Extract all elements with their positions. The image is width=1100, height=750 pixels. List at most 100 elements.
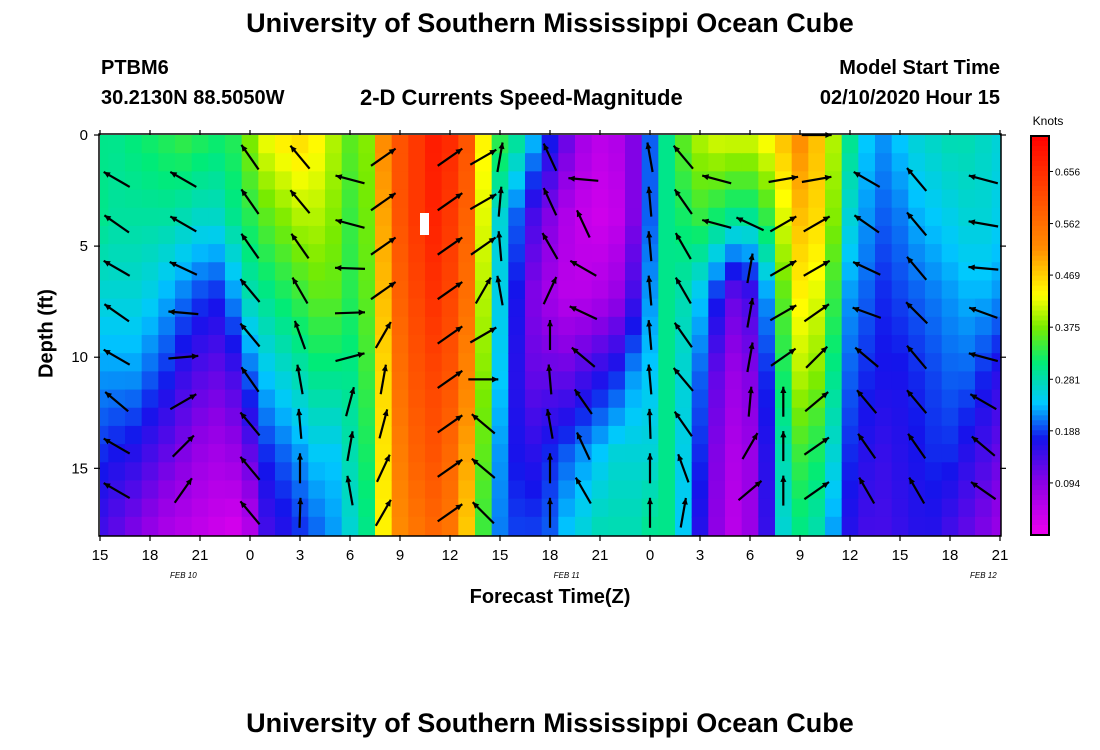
heatmap-cell [358,371,376,391]
current-vector [335,174,365,185]
heatmap-cell [191,280,209,300]
heatmap-cell [425,425,443,445]
current-vector [803,259,831,277]
heatmap-cell [258,207,276,227]
heatmap-cell [825,407,843,427]
current-vector [908,477,926,505]
heatmap-cell [225,425,243,445]
current-vector [171,434,195,458]
heatmap-cell [141,480,159,500]
heatmap-cell [791,280,809,300]
heatmap-cell [458,280,476,300]
x-tick-label: 15 [492,547,509,564]
current-vector [239,322,261,348]
heatmap-cell [491,153,509,172]
colorbar-swatch [1031,325,1049,332]
heatmap-cell [691,262,709,282]
heatmap-cell [408,298,426,318]
heatmap-cell [325,480,343,500]
colorbar-swatch [1031,310,1049,317]
heatmap-cell [575,353,593,372]
heatmap-cell [508,225,526,245]
heatmap-cell [308,353,326,372]
heatmap-cell [175,280,193,300]
heatmap-cell [675,425,693,445]
heatmap-cell [358,280,376,300]
heatmap-cell [925,389,943,409]
vector-head [574,389,581,397]
vector-head [385,499,391,507]
heatmap-cell [358,444,376,463]
colorbar-swatch [1031,495,1049,501]
heatmap-cell [241,498,259,518]
y-tick-label: 0 [80,127,88,144]
heatmap-cell [975,516,993,536]
heatmap-cell [291,480,309,500]
heatmap-cell [508,371,526,391]
heatmap-cell [941,425,959,445]
vector-head [103,483,111,489]
heatmap-cell [191,244,209,263]
heatmap-cell [375,171,393,191]
heatmap-cell [441,444,459,463]
colorbar-swatch [1031,136,1049,142]
colorbar-swatch [1031,305,1049,312]
vector-head [104,215,112,222]
heatmap-cell [158,189,176,209]
heatmap-cell [841,444,859,463]
heatmap-cell [608,244,626,263]
heatmap-cell [791,262,809,282]
vector-head [240,501,247,509]
heatmap-cell [875,516,893,536]
station-coords: 30.2130N 88.5050W [101,87,285,109]
heatmap-cell [575,316,593,336]
heatmap-cell [875,262,893,282]
current-vector [437,369,463,389]
heatmap-cell [508,462,526,482]
heatmap-cell [341,516,359,536]
heatmap-cell [958,153,976,172]
heatmap-cell [525,135,543,154]
vector-head [488,237,496,244]
heatmap-cell [391,225,409,245]
heatmap-cell [125,444,143,463]
colorbar-swatch [1031,420,1049,426]
heatmap-cell [391,298,409,318]
x-tick-label: 18 [142,547,159,564]
heatmap-cell [958,335,976,354]
heatmap-cell [741,316,759,336]
heatmap-cell [791,207,809,227]
heatmap-cell [641,389,659,409]
heatmap-cell [558,244,576,263]
heatmap-cell [475,444,493,463]
heatmap-cell [675,171,693,191]
heatmap-cell [591,407,609,427]
current-vector [378,409,389,439]
current-vector [573,388,593,415]
heatmap-cell [258,444,276,463]
heatmap-cell [441,225,459,245]
vector-head [191,353,199,360]
heatmap-cell [925,444,943,463]
heatmap-cell [358,498,376,518]
current-vector [571,346,596,368]
heatmap-cell [841,280,859,300]
heatmap-cell [591,389,609,409]
heatmap-cell [725,498,743,518]
heatmap-cell [425,298,443,318]
vector-head [673,145,681,153]
vector-head [388,282,396,289]
heatmap-cell [925,407,943,427]
heatmap-cell [275,353,293,372]
heatmap-cell [225,480,243,500]
heatmap-cell [625,316,643,336]
vector-head [240,279,247,286]
vector-head [568,175,575,182]
heatmap-cell [158,389,176,409]
heatmap-cell [725,244,743,263]
heatmap-cell [825,480,843,500]
heatmap-cell [591,298,609,318]
heatmap-cell [458,335,476,354]
current-vector [469,326,497,344]
heatmap-cell [825,498,843,518]
